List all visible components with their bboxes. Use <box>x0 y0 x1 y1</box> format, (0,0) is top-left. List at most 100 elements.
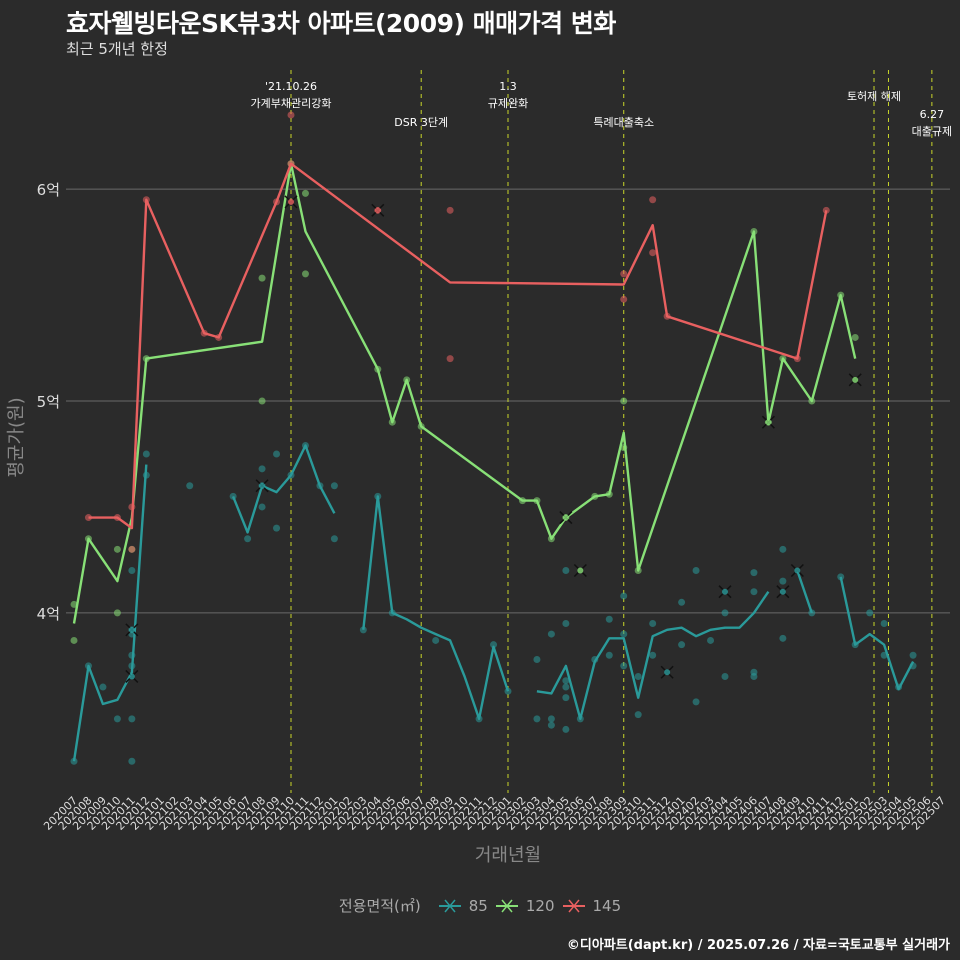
chart-title: 효자웰빙타운SK뷰3차 아파트(2009) 매매가격 변화 <box>66 9 616 38</box>
data-point-120 <box>70 636 78 644</box>
series-85 <box>70 442 917 765</box>
data-point-85 <box>273 524 281 532</box>
data-point-85 <box>678 641 686 649</box>
data-point-85 <box>113 715 121 723</box>
data-point-85 <box>634 672 642 680</box>
data-point-85 <box>721 609 729 617</box>
data-point-85 <box>359 626 367 634</box>
data-point-85 <box>837 573 845 581</box>
axes: 4억5억6억평균가(원)2020072020082020092020102020… <box>6 181 948 866</box>
series-line-85 <box>362 495 510 720</box>
series-line-85 <box>72 464 148 762</box>
data-point-85 <box>678 598 686 606</box>
data-point-85 <box>533 715 541 723</box>
legend: 전용면적(㎡) 85 120 145 <box>0 895 960 916</box>
source-caption: ©디아파트(dapt.kr) / 2025.07.26 / 자료=국토교통부 실… <box>566 938 950 953</box>
legend-item-145: 145 <box>562 897 621 915</box>
data-point-145 <box>446 355 454 363</box>
data-point-85 <box>70 757 78 765</box>
legend-title: 전용면적(㎡) <box>338 897 421 915</box>
series-line-145 <box>88 162 828 530</box>
data-point-120 <box>851 333 859 341</box>
data-point-85 <box>432 636 440 644</box>
series-145 <box>84 111 830 553</box>
data-point-85 <box>273 450 281 458</box>
cross-marker-dot-120 <box>765 419 772 426</box>
data-point-85 <box>634 711 642 719</box>
legend-label-85: 85 <box>468 896 488 915</box>
data-point-85 <box>562 619 570 627</box>
data-point-85 <box>692 567 700 575</box>
data-point-120 <box>620 397 628 405</box>
cross-marker-dot-85 <box>664 669 671 676</box>
data-point-145 <box>128 545 136 553</box>
data-point-85 <box>547 715 555 723</box>
data-point-120 <box>301 270 309 278</box>
data-point-85 <box>562 567 570 575</box>
data-point-85 <box>750 569 758 577</box>
data-point-85 <box>258 465 266 473</box>
data-point-85 <box>707 636 715 644</box>
data-point-85 <box>779 545 787 553</box>
series-line-85 <box>231 444 336 534</box>
data-point-85 <box>620 592 628 600</box>
legend-item-120: 120 <box>495 896 555 915</box>
data-point-145 <box>620 270 628 278</box>
data-point-145 <box>446 206 454 214</box>
data-point-85 <box>750 668 758 676</box>
data-point-85 <box>880 619 888 627</box>
data-point-85 <box>547 630 555 638</box>
data-point-145 <box>84 514 92 522</box>
data-point-85 <box>99 683 107 691</box>
data-point-85 <box>866 609 874 617</box>
data-point-145 <box>649 249 657 257</box>
data-point-145 <box>287 111 295 119</box>
cross-marker-dot-120 <box>852 376 859 383</box>
legend-swatch-85 <box>438 899 461 912</box>
series-line-120 <box>72 162 857 624</box>
cross-marker-dot-85 <box>779 588 786 595</box>
data-point-85 <box>721 672 729 680</box>
data-point-85 <box>779 634 787 642</box>
data-point-85 <box>142 450 150 458</box>
cross-marker-dot-85 <box>794 567 801 574</box>
data-point-120 <box>113 609 121 617</box>
cross-marker-dot-85 <box>722 588 728 595</box>
data-point-85 <box>128 715 136 723</box>
event-label: '21.10.26 <box>265 80 317 93</box>
data-point-85 <box>186 482 194 490</box>
series-line-85 <box>839 576 915 691</box>
y-tick-label: 5억 <box>37 393 60 411</box>
x-axis-label: 거래년월 <box>475 845 541 866</box>
data-point-85 <box>128 567 136 575</box>
series-line-85 <box>796 570 813 614</box>
legend-item-85: 85 <box>438 896 488 915</box>
data-point-85 <box>562 694 570 702</box>
event-label: 6.27 <box>920 108 945 121</box>
legend-swatch-145 <box>562 899 585 912</box>
data-point-85 <box>750 588 758 596</box>
legend-label-120: 120 <box>525 896 555 915</box>
cross-marker-dot-120 <box>577 567 584 574</box>
event-label: 대출규제 <box>912 125 952 138</box>
data-point-120 <box>258 397 266 405</box>
data-point-85 <box>562 683 570 691</box>
y-tick-label: 6억 <box>37 181 60 199</box>
data-point-85 <box>562 677 570 685</box>
data-point-85 <box>330 535 338 543</box>
cross-marker-dot-85 <box>128 626 135 633</box>
data-point-120 <box>301 189 309 197</box>
y-tick-label: 4억 <box>37 605 60 623</box>
cross-marker-dot-120 <box>562 514 569 521</box>
data-point-85 <box>128 757 136 765</box>
data-point-120 <box>113 545 121 553</box>
legend-swatch-120 <box>495 899 518 912</box>
data-point-85 <box>258 503 266 511</box>
data-point-85 <box>244 535 252 543</box>
event-label: DSR 3단계 <box>394 116 448 129</box>
data-point-85 <box>490 641 498 649</box>
series-line-85 <box>536 591 770 720</box>
series <box>70 111 917 765</box>
cross-marker-dot-145 <box>374 207 381 214</box>
